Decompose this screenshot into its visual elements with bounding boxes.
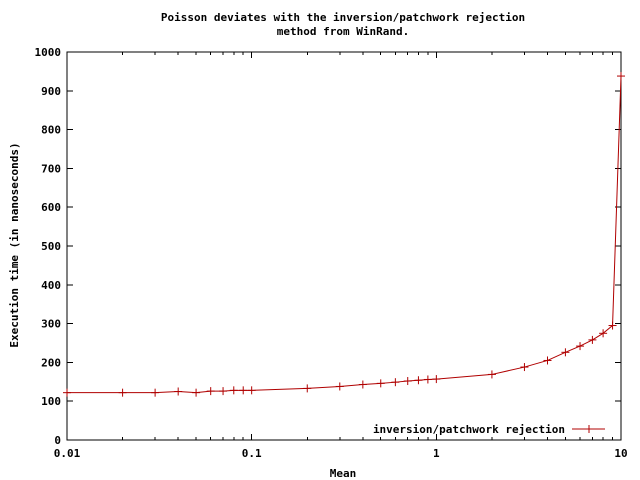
data-point-marker — [588, 335, 597, 344]
y-tick-label: 1000 — [35, 46, 62, 59]
data-point-marker — [63, 388, 71, 397]
data-point-marker — [391, 378, 400, 387]
data-point-marker — [432, 375, 441, 384]
chart-title-line2: method from WinRand. — [276, 25, 410, 38]
data-point-marker — [239, 386, 248, 395]
data-point-marker — [219, 387, 228, 396]
y-tick-label: 700 — [41, 162, 61, 175]
data-point-marker — [414, 376, 423, 385]
data-point-marker — [206, 387, 215, 396]
legend: inversion/patchwork rejection — [373, 423, 605, 436]
legend-label: inversion/patchwork rejection — [373, 423, 565, 436]
axes — [66, 51, 622, 441]
y-tick-label: 0 — [54, 434, 61, 447]
data-point-marker — [599, 329, 608, 338]
series-layer — [63, 72, 625, 397]
x-tick-label: 0.01 — [54, 447, 81, 460]
x-axis-label: Mean — [330, 467, 357, 480]
data-point-marker — [303, 384, 312, 393]
data-point-marker — [608, 321, 617, 330]
data-point-marker — [358, 380, 367, 389]
data-point-marker — [247, 386, 256, 395]
y-tick-label: 100 — [41, 395, 61, 408]
y-tick-label: 600 — [41, 201, 61, 214]
ticks: 0 100 200 300 400 500 600 700 800 900 1000 0.01 0.1 1… — [35, 46, 628, 460]
y-tick-label: 300 — [41, 318, 61, 331]
data-point-marker — [174, 387, 183, 396]
data-point-marker — [151, 388, 160, 397]
x-tick-label: 1 — [433, 447, 440, 460]
data-point-marker — [543, 356, 552, 365]
data-point-marker — [576, 342, 585, 351]
y-tick-label: 900 — [41, 85, 61, 98]
data-point-marker — [376, 379, 385, 388]
x-tick-label: 10 — [614, 447, 627, 460]
y-tick-label: 800 — [41, 124, 61, 137]
y-tick-label: 500 — [41, 240, 61, 253]
data-point-marker — [192, 388, 201, 397]
y-axis-label: Execution time (in nanoseconds) — [8, 142, 21, 347]
data-point-marker — [520, 363, 529, 372]
data-point-marker — [335, 382, 344, 391]
data-point-marker — [403, 377, 412, 386]
x-tick-label: 0.1 — [242, 447, 262, 460]
chart-title-line1: Poisson deviates with the inversion/patc… — [160, 11, 526, 24]
data-point-marker — [423, 375, 432, 384]
data-point-marker — [561, 348, 570, 357]
data-point-marker — [487, 370, 496, 379]
y-tick-label: 200 — [41, 356, 61, 369]
y-tick-label: 400 — [41, 279, 61, 292]
chart-title: Poisson deviates with the inversion/patc… — [0, 11, 640, 39]
series-line — [67, 76, 622, 394]
data-point-marker — [118, 388, 127, 397]
data-point-marker — [617, 72, 625, 81]
plot-border — [66, 51, 622, 441]
data-point-marker — [229, 386, 238, 395]
